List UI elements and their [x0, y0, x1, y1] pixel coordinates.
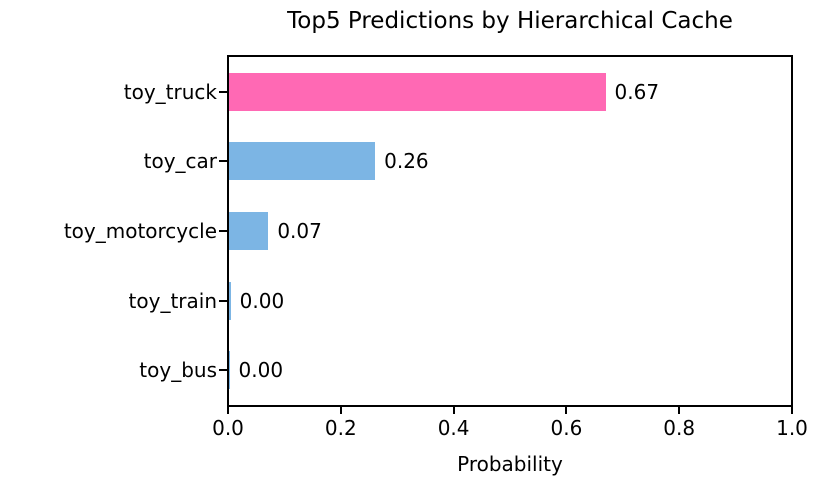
bar-value-label-toy_motorcycle: 0.07: [277, 219, 322, 243]
bar-toy_train: [229, 281, 231, 320]
x-tick-label-0.0: 0.0: [212, 416, 244, 440]
plot-area: 0.67 0.26 0.07 0.00 0.00: [227, 55, 793, 407]
y-tick-label-toy_bus: toy_bus: [139, 358, 217, 383]
bar-toy_motorcycle: [229, 212, 269, 250]
y-tick-label-toy_train: toy_train: [128, 288, 217, 313]
y-tick-mark: [219, 160, 227, 163]
bar-value-label-toy_truck: 0.67: [614, 79, 660, 104]
x-tick-mark: [678, 406, 681, 414]
x-tick-mark: [565, 406, 568, 414]
bar-value-label-toy_bus: 0.00: [238, 358, 284, 383]
y-tick-mark: [219, 230, 227, 232]
x-tick-mark: [339, 406, 342, 414]
x-tick-mark: [227, 406, 229, 414]
y-tick-label-toy_motorcycle: toy_motorcycle: [63, 219, 217, 243]
y-tick-mark: [219, 299, 227, 302]
x-tick-label-1.0: 1.0: [776, 416, 808, 440]
chart-title: Top5 Predictions by Hierarchical Cache: [287, 8, 733, 34]
x-tick-mark: [791, 406, 793, 414]
bar-value-label-toy_car: 0.26: [384, 149, 429, 174]
y-tick-mark: [219, 90, 227, 93]
bar-toy_truck: [229, 72, 606, 111]
bar-value-label-toy_train: 0.00: [239, 288, 285, 313]
y-tick-label-toy_car: toy_car: [143, 149, 217, 174]
x-tick-label-0.4: 0.4: [437, 416, 470, 440]
bar-toy_car: [229, 142, 376, 181]
x-tick-label-0.2: 0.2: [324, 416, 357, 440]
bar-toy_bus: [229, 351, 230, 390]
y-tick-mark: [219, 369, 227, 372]
x-tick-label-0.6: 0.6: [550, 416, 583, 440]
x-tick-mark: [452, 406, 455, 414]
x-axis-label: Probability: [457, 452, 563, 476]
y-tick-label-toy_truck: toy_truck: [123, 79, 217, 104]
x-tick-label-0.8: 0.8: [663, 416, 696, 440]
